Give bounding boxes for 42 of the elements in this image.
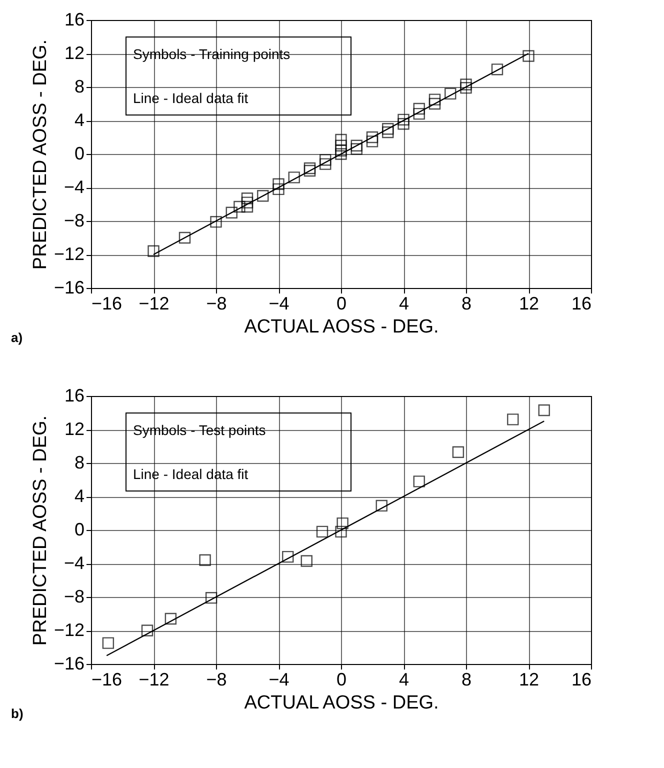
x-tick-label: −12 (138, 670, 170, 690)
y-tick-label: 8 (74, 76, 84, 96)
y-tick-label: 8 (74, 452, 84, 472)
y-tick-label: 12 (64, 43, 84, 63)
y-tick-label: −4 (64, 553, 84, 573)
x-axis-title: ACTUAL AOSS - DEG. (244, 692, 439, 714)
x-tick-label: −16 (92, 670, 122, 690)
y-tick-label: −4 (64, 177, 84, 197)
y-tick-label: −12 (54, 244, 84, 264)
x-tick-label: 16 (571, 670, 592, 690)
y-tick-label: 4 (74, 110, 84, 130)
y-tick-label: 0 (74, 520, 84, 540)
x-tick-label: 4 (398, 670, 410, 690)
x-tick-label: 12 (518, 294, 540, 314)
y-tick-label: 12 (64, 419, 84, 439)
x-tick-label: −8 (206, 670, 227, 690)
x-tick-label: 8 (461, 294, 472, 314)
x-tick-label: 16 (571, 294, 592, 314)
x-axis-title: ACTUAL AOSS - DEG. (244, 316, 439, 338)
x-tick-label: −12 (138, 294, 170, 314)
x-tick-label: 0 (336, 670, 347, 690)
y-tick-label: 4 (74, 486, 84, 506)
x-tick-label: 12 (518, 670, 540, 690)
y-axis-title: PREDICTED AOSS - DEG. (30, 39, 51, 270)
x-tick-label: −4 (268, 294, 290, 314)
y-tick-label: −16 (54, 654, 84, 674)
y-tick-label: 16 (64, 386, 84, 406)
y-tick-label: −8 (64, 210, 84, 230)
x-tick-label: 4 (398, 294, 410, 314)
y-tick-label: 0 (74, 144, 84, 164)
x-tick-label: −4 (268, 670, 290, 690)
x-tick-label: 8 (461, 670, 472, 690)
x-tick-label: −16 (92, 294, 122, 314)
y-tick-label: 16 (64, 10, 84, 30)
y-tick-label: −12 (54, 620, 84, 640)
text: b) (11, 706, 24, 721)
y-tick-label: −8 (64, 586, 84, 606)
x-tick-label: 0 (336, 294, 347, 314)
x-tick-label: −8 (206, 294, 227, 314)
y-tick-label: −16 (54, 278, 84, 298)
y-axis-title: PREDICTED AOSS - DEG. (30, 415, 51, 646)
text: a) (11, 330, 23, 345)
